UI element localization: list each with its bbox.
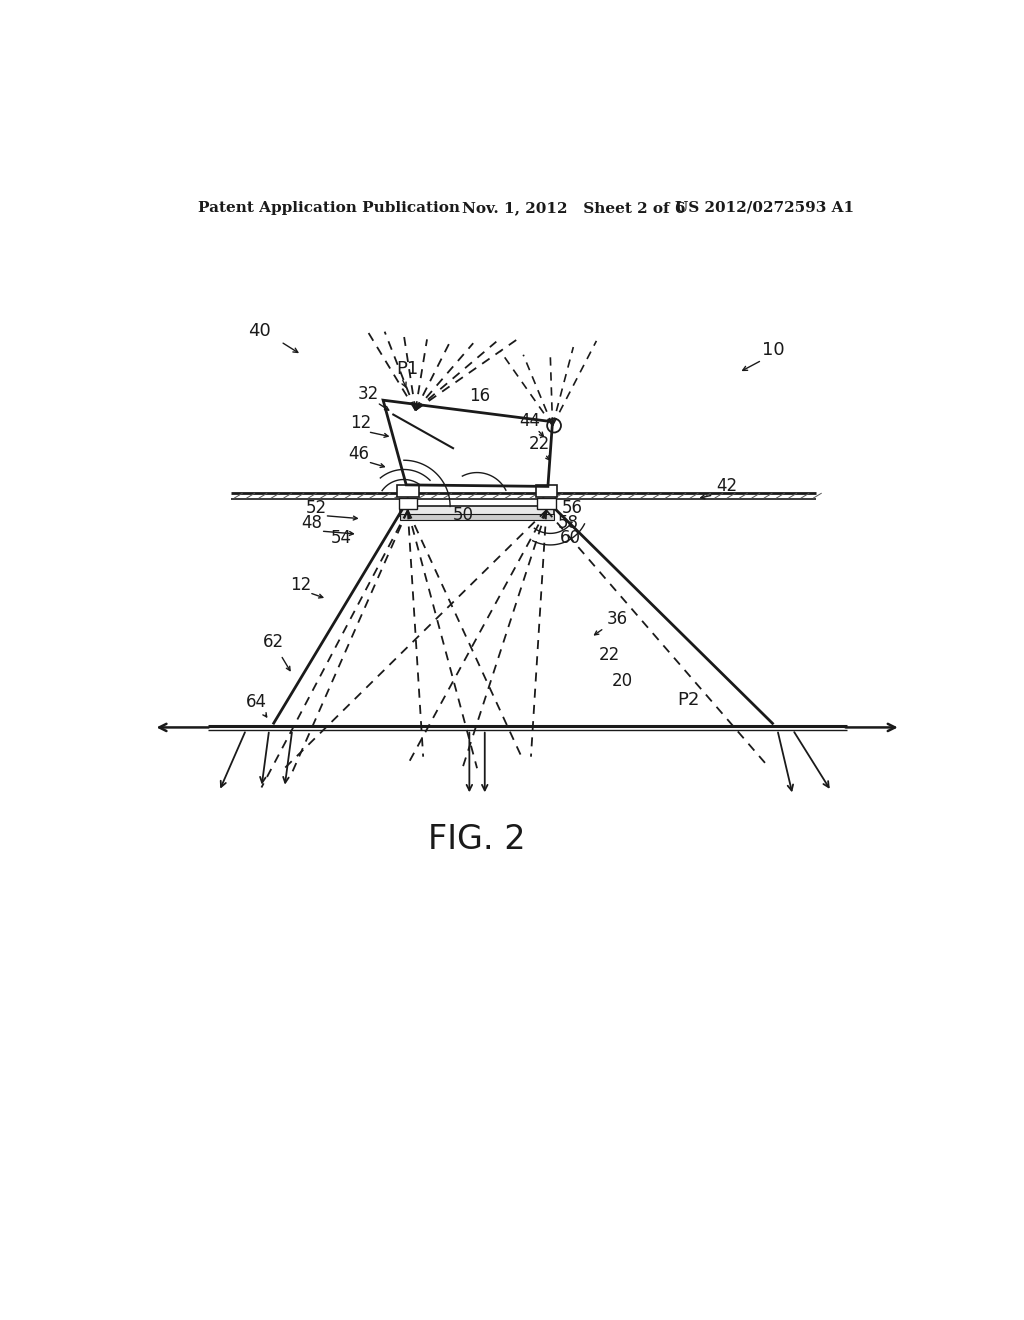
Text: Nov. 1, 2012   Sheet 2 of 6: Nov. 1, 2012 Sheet 2 of 6 [462,201,685,215]
Bar [538,498,556,508]
Text: P2: P2 [677,692,699,709]
Text: 60: 60 [560,529,582,548]
Text: 64: 64 [246,693,267,710]
Text: 52: 52 [306,499,328,516]
Text: 10: 10 [762,341,784,359]
Text: 22: 22 [528,436,550,454]
Text: 12: 12 [290,576,311,594]
Bar [400,515,554,520]
Text: 22: 22 [599,647,620,664]
Bar [398,498,417,508]
Text: 58: 58 [558,513,579,532]
Text: 50: 50 [453,507,473,524]
Text: 42: 42 [716,477,737,495]
Text: 20: 20 [611,672,633,690]
Text: 36: 36 [606,610,628,628]
Text: 32: 32 [357,384,379,403]
Text: 12: 12 [350,414,372,432]
Text: 44: 44 [519,412,541,430]
Text: FIG. 2: FIG. 2 [428,824,526,857]
Bar [536,484,557,498]
Text: 16: 16 [469,387,490,405]
Bar [397,484,419,498]
Bar [400,507,554,516]
Text: 56: 56 [562,499,583,516]
Text: 48: 48 [301,513,323,532]
Text: 46: 46 [348,445,370,463]
Text: Patent Application Publication: Patent Application Publication [199,201,461,215]
Text: P1: P1 [396,360,419,378]
Text: US 2012/0272593 A1: US 2012/0272593 A1 [675,201,854,215]
Text: 62: 62 [263,634,284,651]
Text: 40: 40 [248,322,270,339]
Text: 54: 54 [331,529,352,548]
